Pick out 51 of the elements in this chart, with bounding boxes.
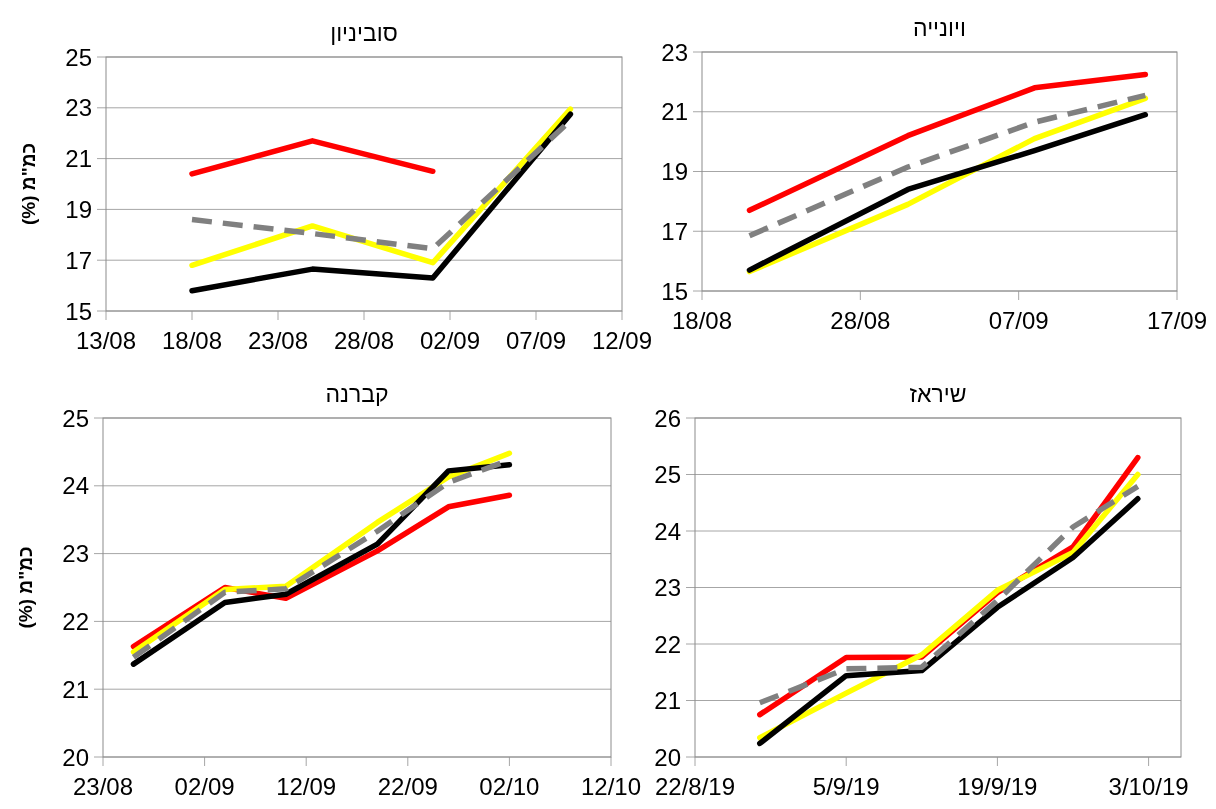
chart-title: ויונייה	[913, 15, 966, 41]
y-axis-title: כמ"מ (%)	[17, 143, 39, 225]
y-tick-label: 25	[654, 461, 681, 488]
y-tick-label: 24	[654, 517, 681, 545]
x-tick-label: 5/9/19	[812, 773, 880, 800]
y-tick-label: 17	[661, 217, 688, 245]
x-tick-label: 12/09	[276, 773, 337, 800]
x-tick-label: 02/09	[174, 773, 235, 800]
y-tick-label: 25	[62, 404, 89, 432]
x-tick-label: 3/10/19	[1108, 773, 1189, 800]
y-tick-label: 15	[661, 277, 688, 305]
y-tick-label: 20	[654, 743, 681, 771]
x-tick-label: 23/08	[247, 327, 309, 354]
y-tick-label: 19	[65, 195, 92, 223]
y-tick-label: 23	[62, 540, 89, 568]
y-tick-label: 21	[654, 687, 681, 714]
x-tick-label: 28/08	[830, 307, 891, 334]
chart-title: קברנה	[325, 381, 389, 407]
y-tick-label: 17	[65, 246, 92, 274]
y-tick-label: 23	[654, 574, 681, 601]
y-tick-label: 21	[62, 675, 89, 703]
x-tick-label: 07/09	[505, 327, 567, 354]
x-tick-label: 12/09	[591, 327, 653, 354]
y-tick-label: 19	[661, 158, 688, 185]
x-tick-label: 28/08	[333, 327, 395, 354]
y-tick-label: 21	[661, 98, 688, 126]
chart-title: שיראז	[909, 381, 967, 407]
y-tick-label: 21	[65, 145, 92, 173]
x-tick-label: 18/08	[161, 327, 223, 354]
x-tick-label: 02/09	[419, 327, 481, 354]
x-tick-label: 22/09	[377, 773, 438, 800]
y-tick-label: 15	[65, 297, 92, 325]
y-tick-label: 22	[654, 630, 681, 658]
x-tick-label: 02/10	[479, 773, 540, 800]
x-tick-label: 07/09	[988, 307, 1049, 334]
x-tick-label: 23/08	[72, 773, 134, 800]
x-tick-label: 13/08	[75, 327, 137, 354]
x-tick-label: 19/9/19	[957, 773, 1038, 800]
x-tick-label: 22/8/19	[654, 773, 736, 800]
y-tick-label: 23	[661, 38, 688, 66]
x-tick-label: 17/09	[1146, 307, 1208, 334]
x-tick-label: 18/08	[671, 307, 733, 334]
y-tick-label: 26	[654, 404, 681, 432]
chart-title: סוביניון	[330, 20, 398, 46]
y-tick-label: 22	[62, 607, 89, 635]
y-tick-label: 25	[65, 43, 92, 71]
y-axis-title: כמ"מ (%)	[14, 546, 36, 629]
x-tick-label: 12/10	[580, 773, 642, 800]
y-tick-label: 23	[65, 94, 92, 122]
y-tick-label: 20	[62, 743, 89, 771]
y-tick-label: 24	[62, 472, 89, 500]
